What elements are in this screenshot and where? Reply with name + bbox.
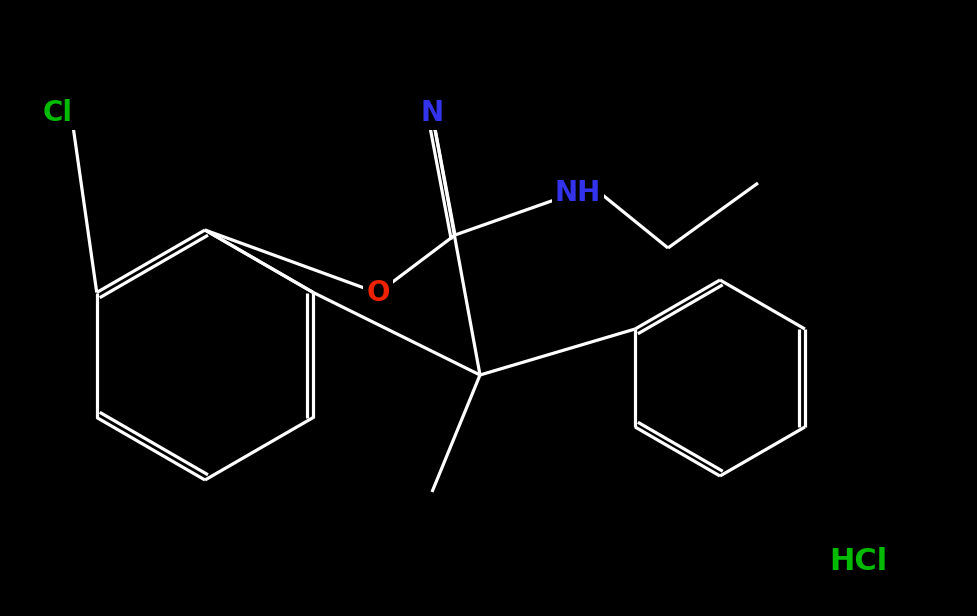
Text: HCl: HCl (828, 548, 887, 577)
Text: N: N (420, 99, 444, 127)
Text: Cl: Cl (43, 99, 73, 127)
Text: O: O (366, 279, 390, 307)
Text: NH: NH (555, 179, 601, 207)
